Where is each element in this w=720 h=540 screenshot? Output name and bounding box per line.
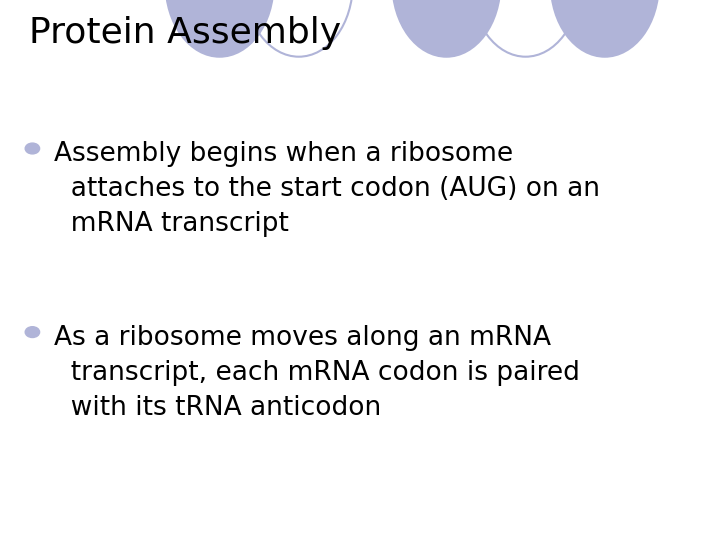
Circle shape <box>25 327 40 338</box>
Text: Protein Assembly: Protein Assembly <box>29 16 341 50</box>
Text: Assembly begins when a ribosome
  attaches to the start codon (AUG) on an
  mRNA: Assembly begins when a ribosome attaches… <box>54 141 600 238</box>
Circle shape <box>25 143 40 154</box>
Ellipse shape <box>166 0 274 57</box>
Ellipse shape <box>392 0 500 57</box>
Ellipse shape <box>551 0 659 57</box>
Text: As a ribosome moves along an mRNA
  transcript, each mRNA codon is paired
  with: As a ribosome moves along an mRNA transc… <box>54 325 580 421</box>
